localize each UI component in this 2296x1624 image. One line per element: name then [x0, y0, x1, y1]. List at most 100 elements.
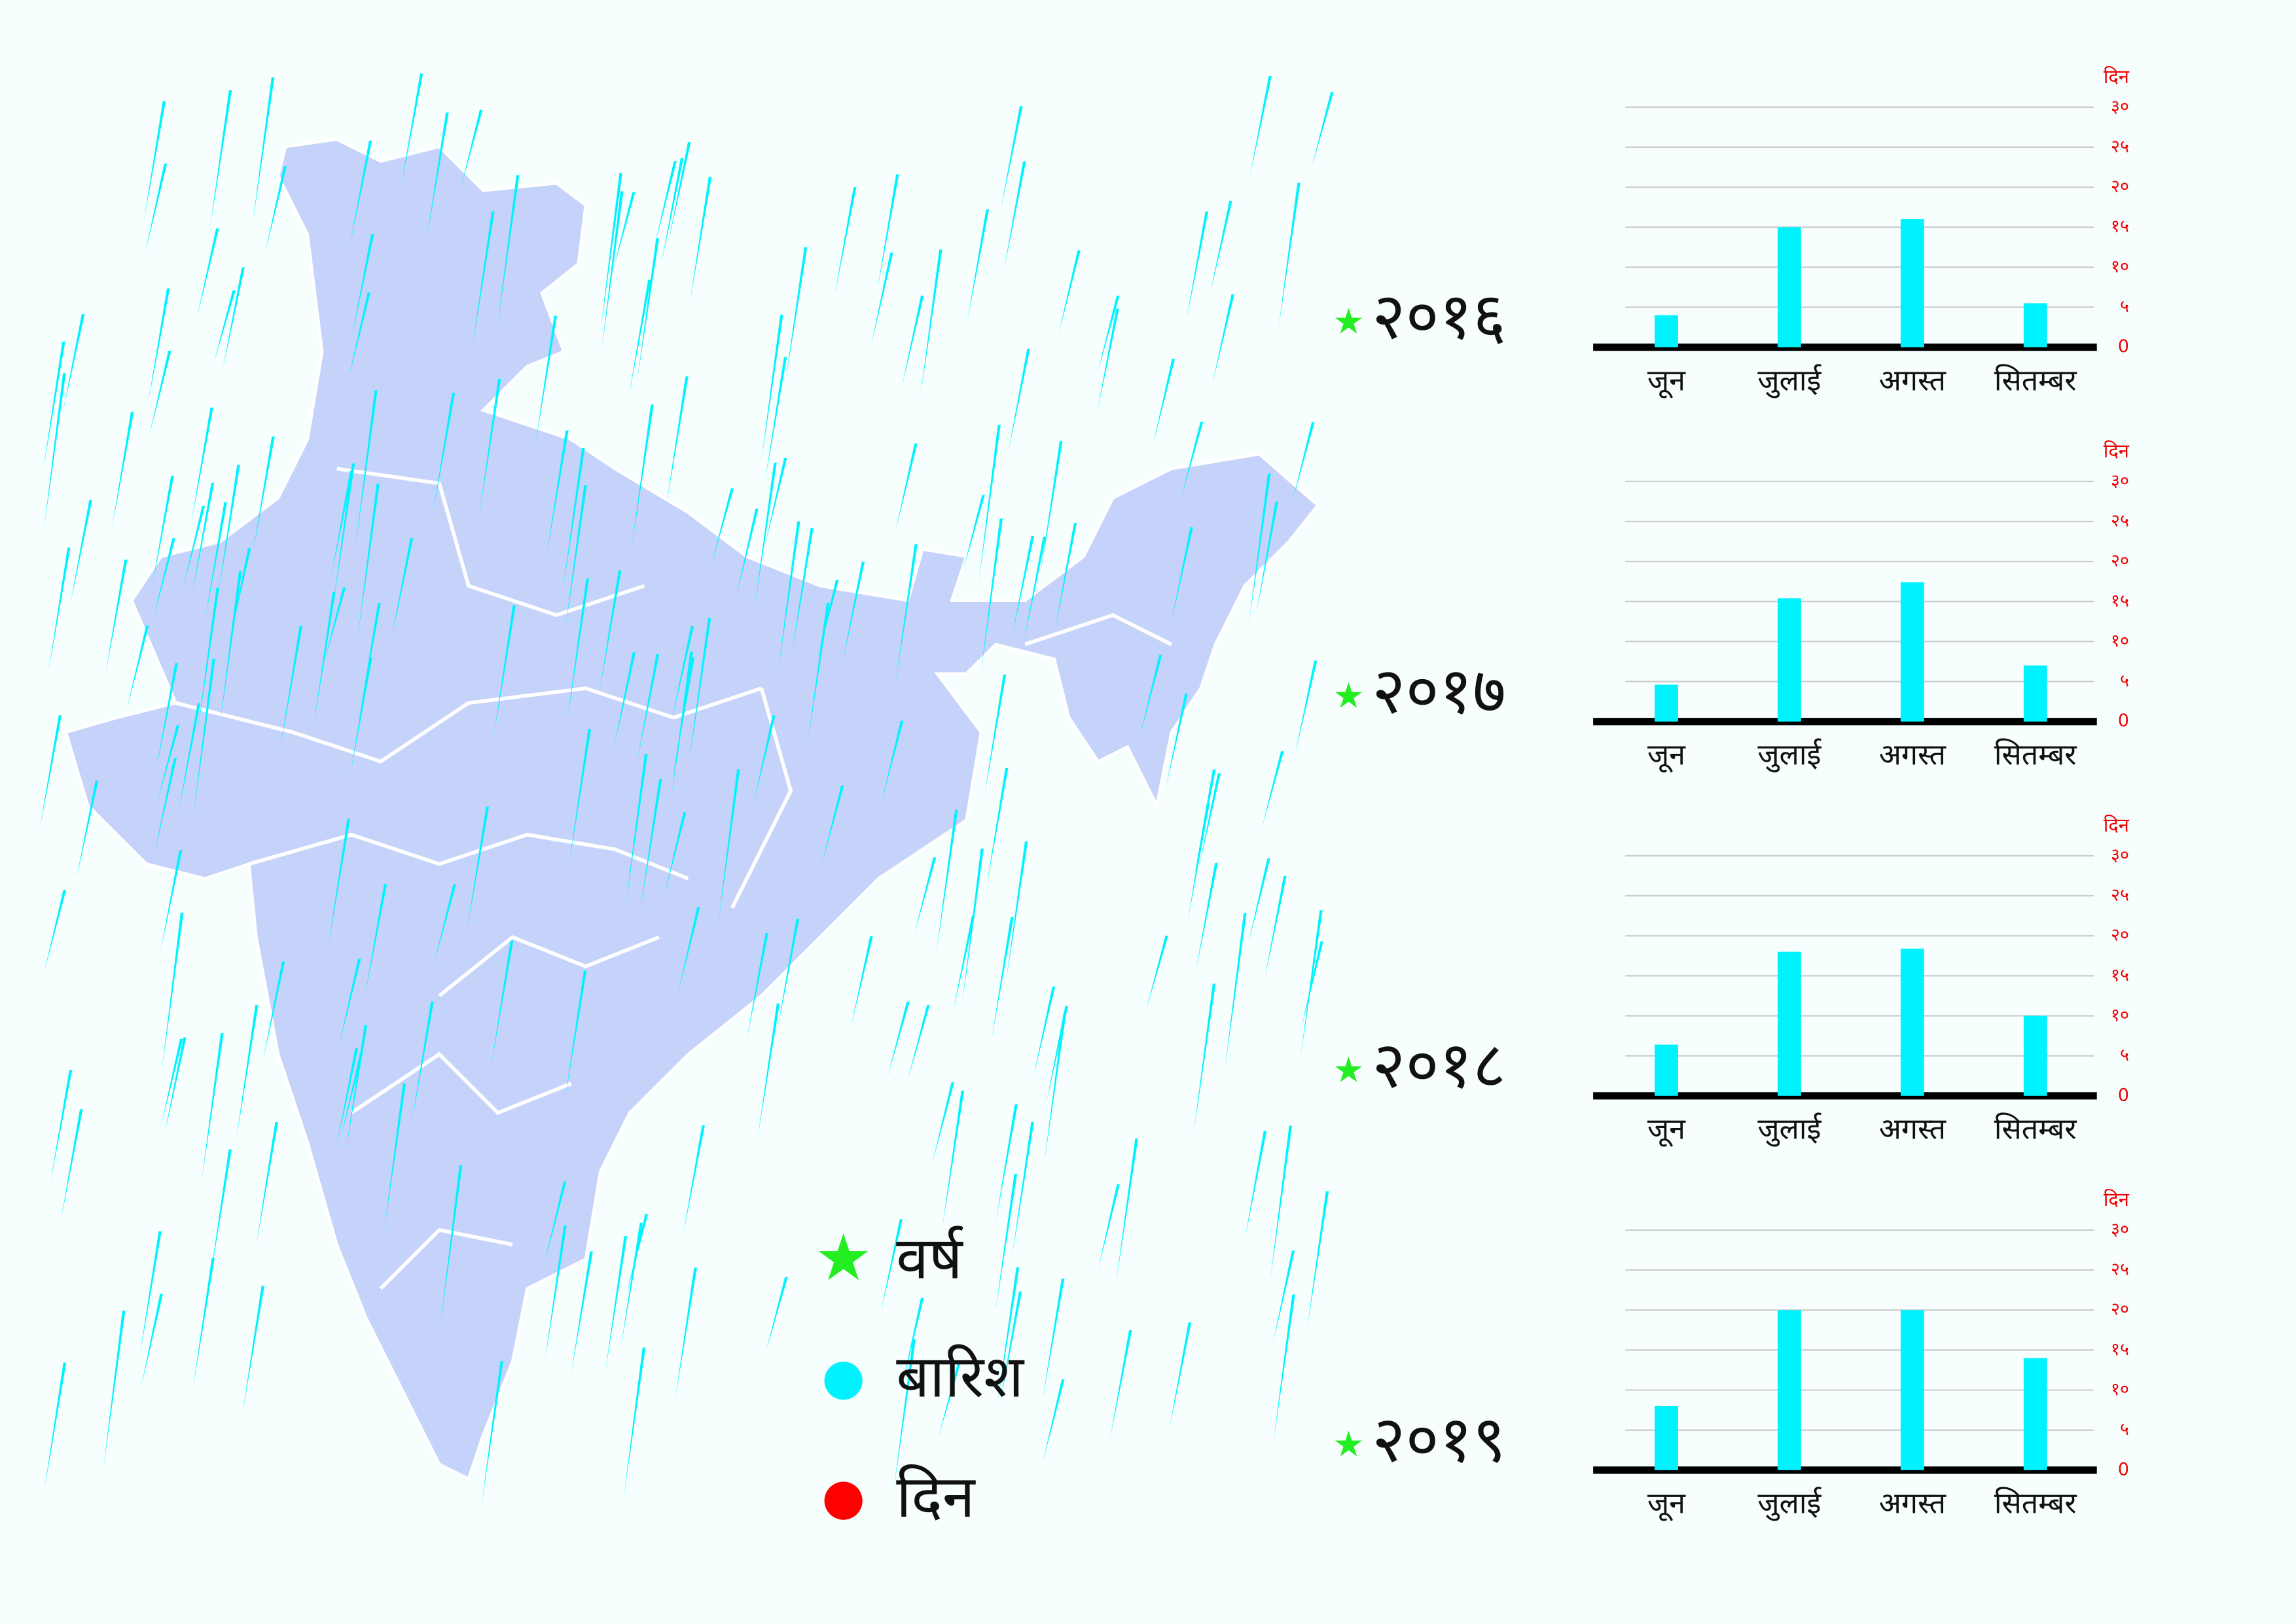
x-tick-label: अगस्त [1879, 1111, 1947, 1146]
rain-drop [384, 1083, 406, 1233]
y-tick-label: १५ [2111, 217, 2129, 237]
y-tick-label: 0 [2118, 336, 2129, 357]
rain-drop [145, 163, 168, 253]
rain-drop [427, 112, 449, 239]
rain-drop [877, 174, 899, 292]
rain-drop [412, 1001, 434, 1122]
rain-drop [605, 1236, 628, 1373]
rain-drop [881, 720, 904, 802]
rain-drop [314, 591, 336, 726]
rain-drop [1153, 359, 1175, 446]
rain-drop [623, 1347, 646, 1499]
y-tick-label: २५ [2111, 885, 2129, 906]
y-tick-label: ५ [2120, 296, 2129, 317]
y-tick-label: २० [2111, 925, 2129, 945]
y-tick-label: २५ [2111, 1260, 2129, 1280]
y-tick-label: 0 [2118, 711, 2129, 731]
x-tick-label: जून [1647, 1486, 1686, 1522]
y-tick-label: २५ [2111, 136, 2129, 156]
bar [1655, 315, 1678, 347]
rain-drop [1058, 250, 1081, 334]
rain-drop [1024, 537, 1047, 641]
rain-drop [1300, 910, 1323, 1057]
rain-drop [1265, 875, 1287, 979]
y-tick-label: १५ [2111, 591, 2129, 611]
y-axis-label: दिन [2104, 440, 2130, 462]
legend-star: ★ [815, 1221, 872, 1296]
x-tick-label: अगस्त [1879, 1486, 1947, 1521]
y-tick-label: ३० [2111, 470, 2129, 491]
x-tick-label: जून [1647, 362, 1686, 398]
rain-drop [1012, 1122, 1034, 1256]
rain-drop [637, 238, 659, 381]
rain-drop [473, 211, 495, 345]
y-tick-label: ५ [2120, 1045, 2129, 1065]
rain-drop [565, 485, 587, 630]
rain-drop [50, 1070, 73, 1183]
rain-drop [497, 175, 520, 326]
rain-drop [192, 482, 215, 594]
y-tick-label: २५ [2111, 510, 2129, 531]
rain-drop [563, 448, 585, 590]
x-tick-label: जुलाई [1757, 362, 1821, 398]
legend-label: वर्ष [896, 1224, 963, 1292]
rain-drop [434, 884, 456, 963]
bar [2023, 665, 2047, 722]
y-tick-label: ३० [2111, 96, 2129, 116]
rain-drop [1248, 858, 1270, 944]
legend: ★ वर्ष बारिश दिन [815, 1221, 1026, 1531]
rain-drop [1033, 986, 1056, 1078]
rain-drop [785, 247, 808, 383]
rain-drop [139, 1231, 162, 1356]
rain-drop [345, 1025, 368, 1154]
rain-drop [778, 521, 800, 671]
rain-drop [44, 373, 66, 529]
rain-drop [908, 1005, 930, 1080]
rain-drop [1312, 92, 1334, 168]
rain-drop [914, 857, 937, 934]
rain-drop [736, 508, 759, 596]
x-tick-label: जून [1647, 737, 1686, 773]
y-tick-label: ५ [2120, 1419, 2129, 1439]
rain-drop [1146, 936, 1168, 1010]
rain-drop [963, 495, 985, 571]
rain-drop [901, 295, 924, 387]
rain-drop [764, 458, 787, 545]
rain-drop [613, 652, 636, 749]
rain-drop [143, 101, 166, 222]
rain-drop [997, 1267, 1020, 1404]
rain-drop [1116, 1138, 1138, 1282]
rain-drop [253, 436, 275, 553]
rain-drop [1198, 773, 1221, 869]
rain-drop [1244, 1131, 1267, 1241]
rain-drop [1109, 1330, 1132, 1439]
legend-dot [824, 1362, 863, 1400]
rain-drop [851, 936, 873, 1027]
rain-drop [952, 915, 975, 1013]
rain-drop [668, 142, 691, 240]
rain-drop [1097, 295, 1120, 372]
rain-drop [467, 806, 490, 930]
rain-drop [149, 351, 171, 436]
rain-drop [209, 1149, 232, 1282]
y-axis-label: दिन [2104, 1188, 2130, 1210]
rain-drop [1278, 183, 1300, 329]
chart-title: २०१८ [1372, 1028, 1506, 1103]
bar [2023, 303, 2047, 347]
rain-drop [639, 779, 662, 912]
rain-drop [992, 917, 1014, 1039]
x-tick-label: सितम्बर [1994, 1486, 2077, 1521]
rain-drop [757, 1003, 780, 1138]
rain-drop [236, 1005, 259, 1140]
rain-drop [1301, 941, 1323, 1029]
bar-chart: ★ २०१९ दिन 0 ५ १० १५ २० २५ ३० जून जुलाई अगस्त सितम्बर [1333, 1188, 2129, 1521]
y-axis-label: दिन [2104, 65, 2130, 88]
state-borders [175, 467, 1173, 1290]
rain-drop [350, 657, 372, 775]
rain-drop [141, 1294, 163, 1388]
rain-drop [632, 404, 654, 547]
rain-drop [1186, 211, 1209, 321]
india-map [63, 137, 1320, 1481]
legend-label: दिन [896, 1463, 976, 1531]
rain-drop [1008, 348, 1030, 452]
